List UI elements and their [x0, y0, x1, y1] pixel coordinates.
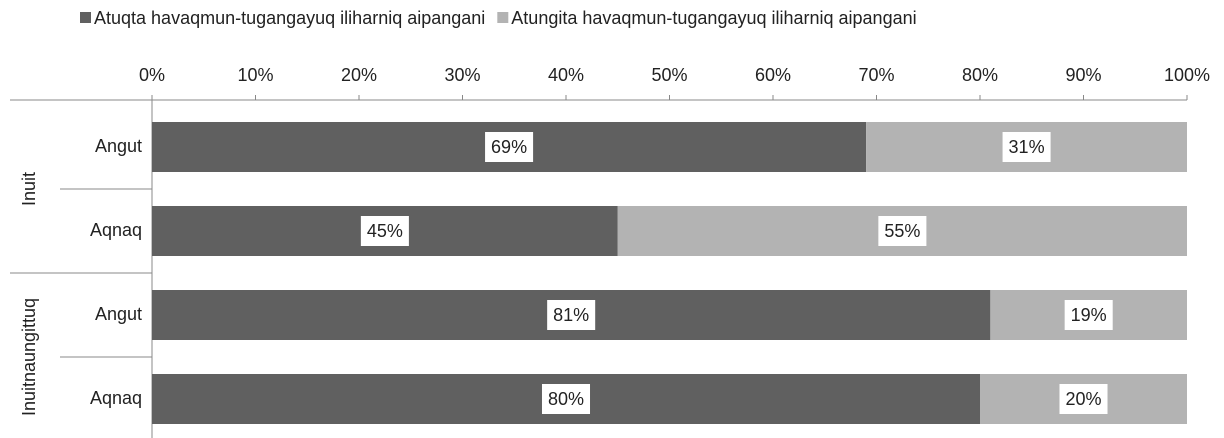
value-label: 20% [1065, 389, 1101, 409]
x-tick-label: 50% [651, 65, 687, 85]
legend-label: Atuqta havaqmun-tugangayuq iliharniq aip… [94, 8, 485, 28]
legend-swatch [80, 12, 91, 23]
value-label-bg [878, 216, 927, 246]
group-label: Inuit [19, 172, 39, 206]
value-label: 81% [553, 305, 589, 325]
value-label-bg [541, 384, 591, 414]
x-tick-label: 40% [548, 65, 584, 85]
x-tick-label: 30% [444, 65, 480, 85]
value-label: 31% [1009, 137, 1045, 157]
value-label-bg [1059, 384, 1108, 414]
value-label: 45% [367, 221, 403, 241]
x-tick-label: 20% [341, 65, 377, 85]
group-label: Inuitnaungittuq [19, 298, 39, 416]
value-label-bg [485, 132, 534, 162]
value-label-bg [1064, 300, 1113, 330]
category-label: Aqnaq [90, 220, 142, 240]
x-tick-label: 90% [1065, 65, 1101, 85]
x-tick-label: 70% [858, 65, 894, 85]
value-label: 55% [884, 221, 920, 241]
category-label: Angut [95, 136, 142, 156]
x-tick-label: 60% [755, 65, 791, 85]
x-tick-label: 100% [1164, 65, 1210, 85]
value-label-bg [1002, 132, 1051, 162]
x-tick-label: 0% [139, 65, 165, 85]
value-label-bg [547, 300, 596, 330]
x-tick-label: 10% [237, 65, 273, 85]
value-label: 80% [548, 389, 584, 409]
legend-label: Atungita havaqmun-tugangayuq iliharniq a… [511, 8, 916, 28]
value-label: 69% [491, 137, 527, 157]
x-tick-label: 80% [962, 65, 998, 85]
category-label: Aqnaq [90, 388, 142, 408]
legend-swatch [497, 12, 509, 23]
value-label: 19% [1071, 305, 1107, 325]
category-label: Angut [95, 304, 142, 324]
value-label-bg [360, 216, 409, 246]
